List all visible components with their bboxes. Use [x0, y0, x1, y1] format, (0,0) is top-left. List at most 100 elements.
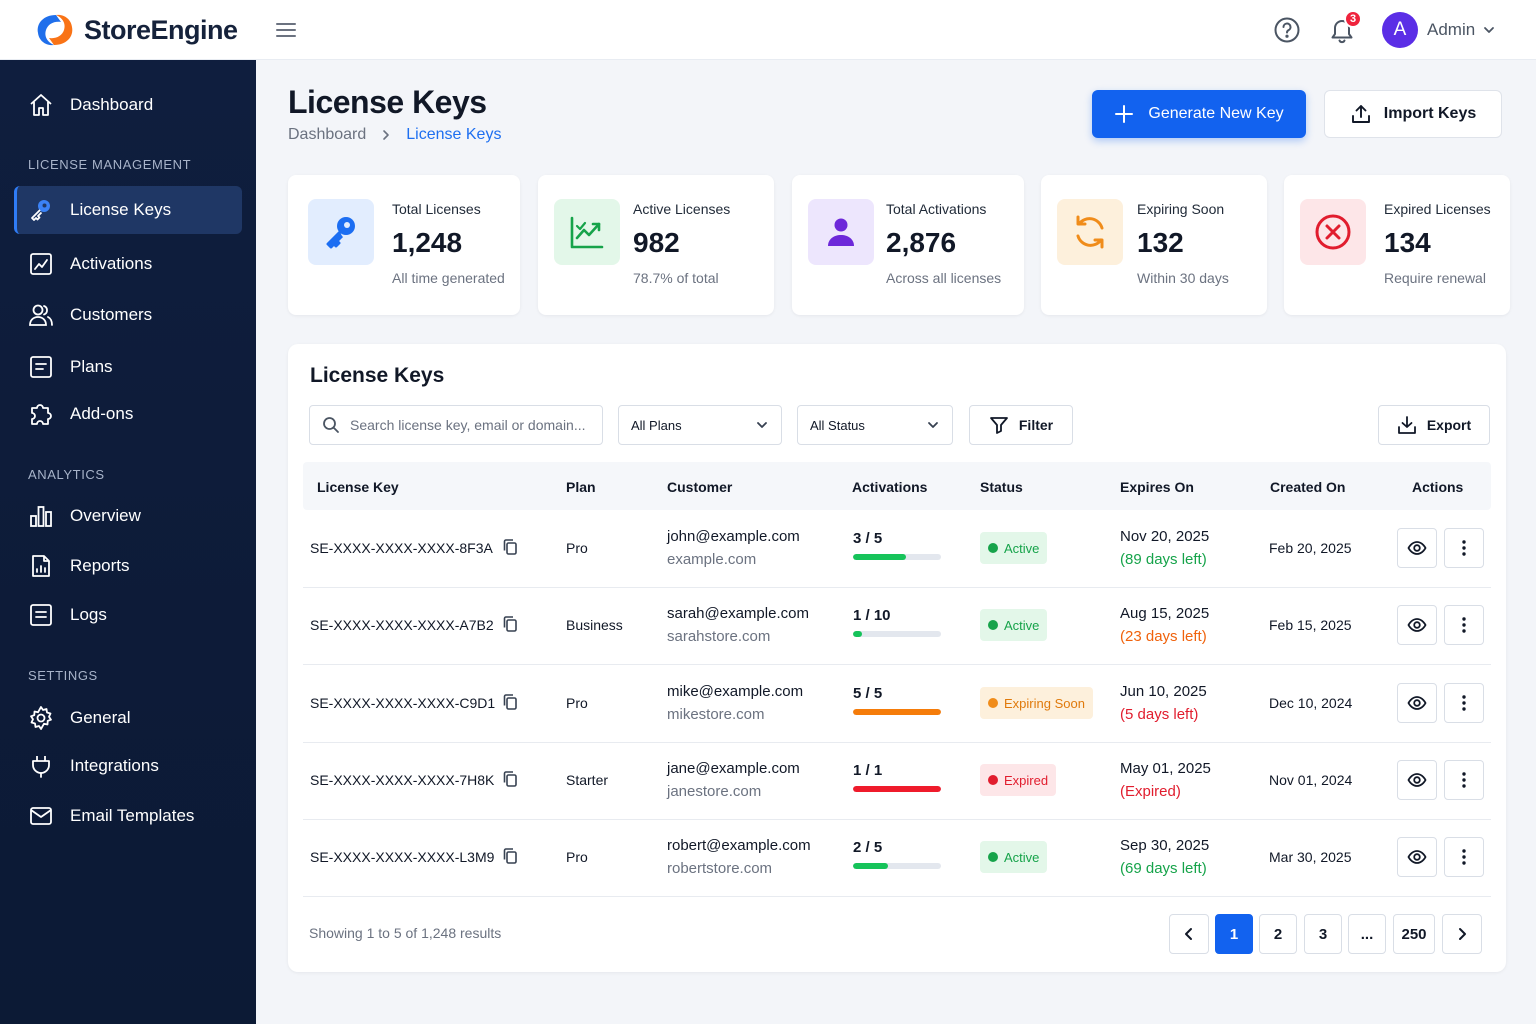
view-button[interactable] — [1397, 760, 1437, 800]
menu-toggle-button[interactable] — [274, 18, 298, 42]
pagination-page-1[interactable]: 1 — [1215, 914, 1253, 954]
pagination-page-250[interactable]: 250 — [1393, 914, 1435, 954]
status-dot — [988, 620, 998, 630]
activation-count: 5 / 5 — [853, 685, 883, 702]
activation-progress-bar — [853, 631, 941, 637]
table-header: License Key Plan Customer Activations St… — [303, 462, 1491, 510]
search-input[interactable] — [350, 417, 590, 433]
chevron-down-icon — [928, 422, 938, 428]
copy-key-button[interactable] — [501, 693, 519, 711]
pagination-page-2[interactable]: 2 — [1259, 914, 1297, 954]
eye-icon — [1407, 618, 1427, 632]
more-actions-button[interactable] — [1444, 837, 1484, 877]
copy-key-button[interactable] — [501, 538, 519, 556]
sidebar-item-integrations[interactable]: Integrations — [14, 742, 242, 790]
view-button[interactable] — [1397, 837, 1437, 877]
copy-icon — [503, 694, 517, 710]
more-vertical-icon — [1462, 540, 1466, 556]
activation-progress-fill — [853, 863, 889, 869]
mail-icon — [30, 807, 52, 825]
plan-name: Pro — [566, 695, 588, 711]
logo[interactable]: StoreEngine — [34, 11, 238, 49]
export-button[interactable]: Export — [1378, 405, 1490, 445]
sidebar-item-dashboard[interactable]: Dashboard — [14, 81, 242, 129]
column-header-license-key[interactable]: License Key — [317, 479, 399, 495]
copy-key-button[interactable] — [501, 615, 519, 633]
key-icon — [326, 217, 355, 249]
plans-icon — [30, 356, 52, 378]
stat-value: 134 — [1384, 227, 1431, 258]
license-keys-panel: License Keys All Plans All Status Filter… — [288, 344, 1506, 972]
stat-label: Total Activations — [886, 201, 987, 217]
more-actions-button[interactable] — [1444, 528, 1484, 568]
sidebar-item-activations[interactable]: Activations — [14, 240, 242, 288]
pagination-page-3[interactable]: 3 — [1304, 914, 1342, 954]
expiry-remaining: (89 days left) — [1120, 551, 1207, 568]
activation-progress-fill — [853, 709, 941, 715]
sidebar-item-overview[interactable]: Overview — [14, 492, 242, 540]
sidebar-item-license-keys[interactable]: License Keys — [14, 186, 242, 234]
column-header-customer[interactable]: Customer — [667, 479, 733, 495]
expiry-remaining: (Expired) — [1120, 783, 1181, 800]
created-date: Dec 10, 2024 — [1269, 695, 1353, 711]
more-actions-button[interactable] — [1444, 760, 1484, 800]
sidebar-item-email-templates[interactable]: Email Templates — [14, 792, 242, 840]
sidebar-item-customers[interactable]: Customers — [14, 291, 242, 339]
gear-icon — [30, 706, 52, 730]
table-row: SE-XXXX-XXXX-XXXX-C9D1 Pro mike@example.co… — [303, 665, 1491, 743]
stat-card-expired-licenses: Expired Licenses 134 Require renewal — [1284, 175, 1510, 315]
sidebar-item-label: Add-ons — [70, 404, 134, 423]
breadcrumb-dashboard[interactable]: Dashboard — [288, 126, 367, 143]
view-button[interactable] — [1397, 683, 1437, 723]
results-summary: Showing 1 to 5 of 1,248 results — [309, 925, 502, 941]
stat-value: 2,876 — [886, 227, 957, 258]
user-menu-toggle[interactable] — [1482, 23, 1496, 37]
sidebar-item-logs[interactable]: Logs — [14, 591, 242, 639]
sidebar-item-add-ons[interactable]: Add-ons — [14, 390, 242, 438]
stat-label: Expired Licenses — [1384, 201, 1491, 217]
view-button[interactable] — [1397, 605, 1437, 645]
search-box[interactable] — [309, 405, 603, 445]
plan-name: Pro — [566, 540, 588, 556]
generate-new-key-button[interactable]: Generate New Key — [1092, 90, 1306, 138]
copy-icon — [503, 848, 517, 864]
status-dot — [988, 543, 998, 553]
column-header-activations[interactable]: Activations — [852, 479, 928, 495]
more-actions-button[interactable] — [1444, 683, 1484, 723]
customer-domain: mikestore.com — [667, 706, 765, 723]
plan-select[interactable]: All Plans — [618, 405, 782, 445]
sidebar-item-general[interactable]: General — [14, 694, 242, 742]
column-header-expires-on[interactable]: Expires On — [1120, 479, 1194, 495]
filter-button[interactable]: Filter — [969, 405, 1073, 445]
pagination-next-button[interactable] — [1442, 914, 1482, 954]
column-header-plan[interactable]: Plan — [566, 479, 596, 495]
copy-icon — [503, 771, 517, 787]
pagination-prev-button[interactable] — [1169, 914, 1209, 954]
stat-card-total-licenses: Total Licenses 1,248 All time generated — [288, 175, 520, 315]
more-vertical-icon — [1462, 617, 1466, 633]
more-actions-button[interactable] — [1444, 605, 1484, 645]
status-select[interactable]: All Status — [797, 405, 953, 445]
sidebar-section-title: ANALYTICS — [28, 467, 105, 482]
copy-key-button[interactable] — [501, 770, 519, 788]
sidebar-item-reports[interactable]: Reports — [14, 542, 242, 590]
status-dot — [988, 698, 998, 708]
import-keys-button[interactable]: Import Keys — [1324, 90, 1502, 138]
view-button[interactable] — [1397, 528, 1437, 568]
user-name[interactable]: Admin — [1427, 20, 1476, 39]
copy-key-button[interactable] — [501, 847, 519, 865]
expiry-remaining: (5 days left) — [1120, 706, 1199, 723]
expiry-date: Sep 30, 2025 — [1120, 837, 1210, 854]
sidebar-item-label: Reports — [70, 556, 130, 575]
key-icon — [31, 200, 50, 221]
license-key: SE-XXXX-XXXX-XXXX-L3M9 — [310, 849, 495, 865]
avatar[interactable]: A — [1382, 12, 1418, 48]
activation-count: 1 / 10 — [853, 607, 891, 624]
status-label: Active — [1004, 617, 1040, 633]
column-header-created-on[interactable]: Created On — [1270, 479, 1346, 495]
sidebar-item-plans[interactable]: Plans — [14, 343, 242, 391]
column-header-status[interactable]: Status — [980, 479, 1023, 495]
panel-title: License Keys — [310, 364, 445, 387]
help-button[interactable] — [1273, 16, 1301, 44]
stat-value: 132 — [1137, 227, 1184, 258]
